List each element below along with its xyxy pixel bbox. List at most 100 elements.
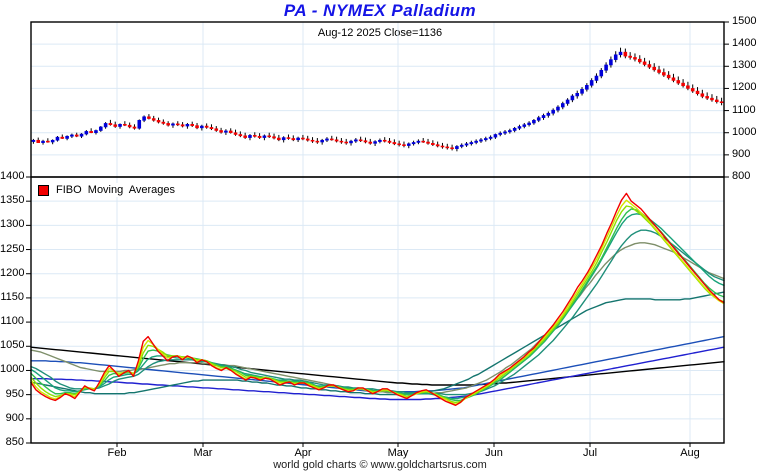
x-axis-label-month: Jul: [582, 447, 598, 459]
candle-body: [426, 141, 430, 144]
candle-body: [609, 59, 613, 66]
y-axis-label-ma: 950: [5, 387, 24, 400]
candle-body: [431, 143, 435, 145]
candle-body: [132, 126, 137, 129]
candle-body: [628, 55, 632, 58]
candle-body: [334, 139, 339, 142]
candle-body: [450, 147, 454, 150]
candle-body: [589, 80, 594, 86]
candle-body: [315, 140, 320, 143]
x-axis-label-month: May: [387, 447, 409, 459]
candle-body: [618, 51, 623, 56]
candle-body: [180, 124, 185, 127]
candle-body: [652, 66, 657, 71]
candle-body: [60, 136, 65, 139]
candle-body: [421, 140, 426, 143]
panel-frame: [30, 21, 725, 178]
candle-body: [204, 125, 209, 128]
candle-body: [89, 131, 93, 134]
candle-body: [185, 124, 190, 127]
candle-body: [536, 117, 541, 121]
candle-body: [406, 143, 411, 146]
candle-body: [392, 142, 397, 145]
candle-body: [710, 97, 714, 101]
x-axis-label-month: Apr: [294, 447, 312, 459]
candle-body: [36, 139, 41, 143]
y-axis-label-price: 1000: [732, 125, 757, 138]
candle-body: [440, 145, 445, 148]
candle-body: [464, 143, 469, 146]
candle-body: [344, 141, 349, 144]
candle-body: [267, 135, 272, 138]
candle-body: [633, 57, 637, 60]
candle-body: [363, 140, 368, 143]
candle-body: [662, 72, 666, 76]
candle-body: [310, 139, 315, 142]
candle-body: [41, 140, 45, 143]
y-axis-label-ma: 1200: [0, 266, 25, 279]
ma-line: [30, 192, 725, 406]
candle-body: [382, 139, 387, 142]
candle-body: [329, 138, 334, 141]
candle-body: [483, 138, 488, 141]
candle-body: [70, 134, 74, 137]
candle-body: [411, 142, 416, 145]
candle-body: [320, 139, 324, 143]
candle-body: [517, 126, 522, 129]
candle-body: [55, 136, 60, 141]
candle-body: [493, 134, 498, 138]
candle-body: [301, 137, 305, 140]
panel-frame: [30, 176, 725, 444]
candle-body: [690, 88, 695, 92]
y-axis-label-ma: 1000: [0, 363, 25, 376]
candle-body: [613, 54, 618, 60]
legend: FIBO Moving Averages: [36, 183, 180, 197]
candle-body: [190, 124, 195, 126]
candle-body: [599, 69, 604, 77]
candle-body: [291, 138, 296, 141]
candle-body: [512, 127, 517, 131]
candle-body: [378, 139, 382, 142]
candle-body: [46, 140, 50, 143]
candle-body: [373, 141, 377, 144]
candle-body: [387, 140, 392, 143]
candle-body: [560, 103, 565, 108]
candle-body: [358, 139, 363, 142]
candle-body: [79, 133, 84, 137]
y-axis-label-price: 1100: [732, 103, 756, 116]
candle-body: [671, 77, 676, 81]
candle-body: [435, 144, 440, 147]
y-axis-label-ma: 1050: [0, 339, 25, 352]
candle-body: [402, 144, 406, 146]
candle-body: [252, 135, 257, 137]
candle-body: [161, 121, 166, 124]
candle-body: [286, 137, 291, 139]
candle-body: [200, 125, 204, 129]
y-axis-label-price: 1400: [732, 37, 757, 50]
candle-body: [666, 74, 671, 79]
candle-body: [209, 127, 214, 130]
candle-body: [94, 130, 98, 134]
candle-body: [479, 139, 483, 142]
candle-body: [575, 93, 580, 97]
candle-body: [508, 130, 512, 133]
candle-body: [103, 123, 108, 128]
candle-body: [565, 99, 570, 104]
candle-body: [642, 61, 647, 65]
candle-body: [127, 124, 132, 128]
candle-body: [681, 82, 685, 87]
candle-body: [459, 144, 464, 147]
x-axis-label-month: Aug: [680, 447, 700, 459]
candle-body: [445, 146, 450, 149]
candle-body: [719, 101, 724, 104]
candle-body: [570, 95, 575, 101]
candle-body: [137, 120, 142, 129]
y-axis-label-ma: 1350: [0, 194, 25, 207]
candle-body: [281, 137, 286, 141]
candle-body: [714, 99, 719, 103]
y-axis-label-price: 1200: [732, 81, 757, 94]
ma-line: [30, 346, 725, 401]
candle-body: [84, 131, 89, 135]
candle-body: [296, 137, 300, 141]
candle-body: [243, 135, 247, 138]
